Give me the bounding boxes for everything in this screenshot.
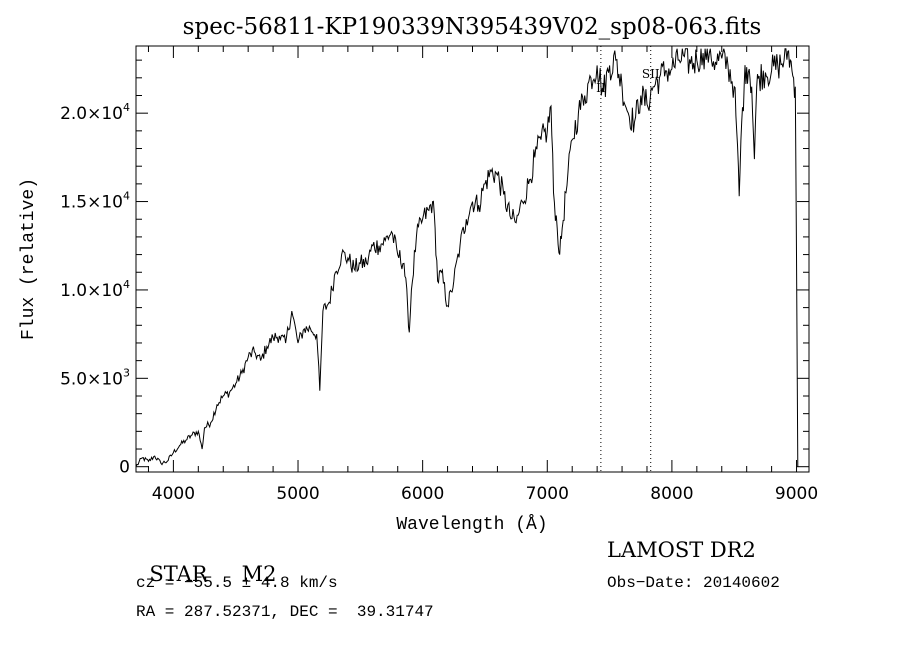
- y-tick-label: 0: [119, 458, 130, 478]
- spectrum-line: [135, 48, 799, 467]
- y-tick-label: 5.0×103: [60, 366, 130, 389]
- redshift-readout: cz = −55.5 ± 4.8 km/s: [136, 574, 338, 592]
- y-tick-mantissa: 0: [119, 458, 130, 478]
- y-tick-mantissa: 1.0×10: [60, 281, 123, 301]
- y-tick-exponent: 4: [123, 190, 130, 203]
- x-tick-label: 6000: [401, 484, 444, 504]
- chart-title: spec-56811-KP190339N395439V02_sp08-063.f…: [183, 14, 762, 40]
- x-tick-label: 9000: [775, 484, 818, 504]
- y-tick-exponent: 4: [123, 101, 130, 114]
- x-tick-labels: 4000 5000 6000 7000 8000 9000: [152, 484, 818, 504]
- y-tick-label: 2.0×104: [60, 101, 130, 124]
- plot-frame: [135, 45, 810, 473]
- y-tick-label: 1.5×104: [60, 190, 130, 213]
- object-class-value: STAR: [149, 562, 208, 586]
- axis-ticks: [136, 46, 809, 472]
- y-tick-mantissa: 1.5×10: [60, 193, 123, 213]
- x-axis-label: Wavelength (Å): [396, 514, 547, 535]
- y-tick-mantissa: 2.0×10: [60, 104, 123, 124]
- obs-date: Obs−Date: 20140602: [607, 574, 780, 592]
- y-tick-mantissa: 5.0×10: [60, 369, 123, 389]
- survey-name: LAMOST DR2: [607, 538, 756, 562]
- y-axis-label: Flux (relative): [19, 178, 39, 340]
- x-tick-label: 7000: [526, 484, 569, 504]
- x-tick-label: 8000: [650, 484, 693, 504]
- x-tick-label: 4000: [152, 484, 195, 504]
- x-tick-label: 5000: [276, 484, 319, 504]
- y-tick-exponent: 3: [123, 366, 130, 379]
- subclass-value: M2: [241, 562, 277, 586]
- coordinates-readout: RA = 287.52371, DEC = 39.31747: [136, 603, 434, 621]
- line-marker-label: SII: [642, 67, 660, 81]
- object-class: STAR M2: [136, 538, 276, 586]
- y-tick-label: 1.0×104: [60, 278, 130, 301]
- y-tick-exponent: 4: [123, 278, 130, 291]
